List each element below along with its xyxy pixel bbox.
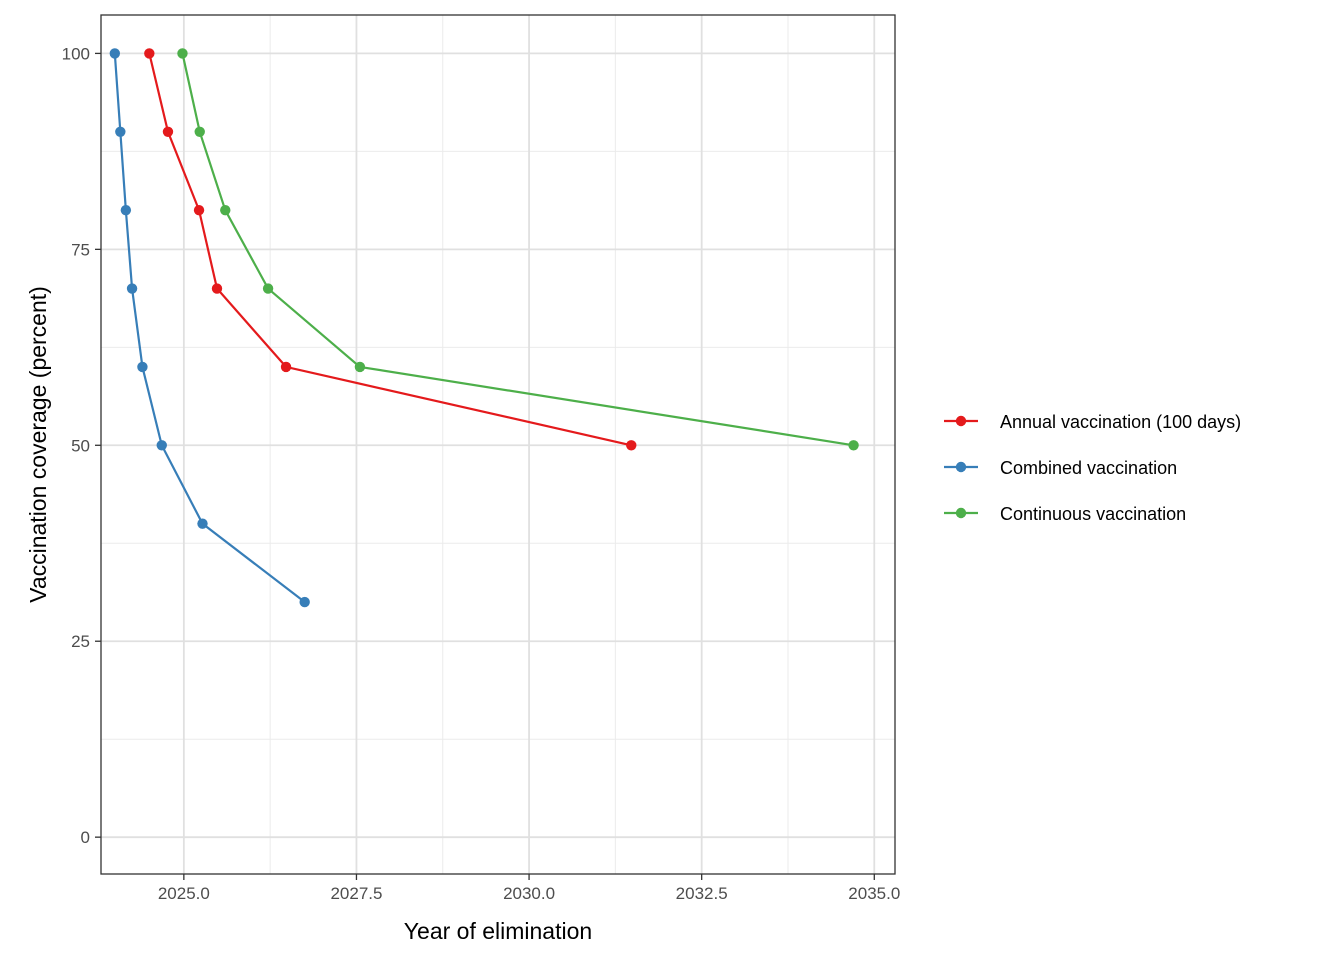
data-point [193,204,205,216]
data-point [220,204,231,216]
series [109,48,310,608]
data-point [354,361,366,373]
x-tick-label: 2027.5 [330,884,382,903]
series-line [113,53,306,603]
legend-key-point [955,461,967,473]
legend-item: Annual vaccination (100 days) [944,412,1241,432]
x-axis-title: Year of elimination [404,918,592,944]
grid [101,15,895,874]
data-point [115,126,126,137]
x-tick-label: 2035.0 [848,884,900,903]
legend-label: Annual vaccination (100 days) [1000,412,1241,432]
legend-key-point [955,415,967,427]
x-tick-label: 2025.0 [158,884,210,903]
y-tick-label: 50 [71,436,90,455]
data-point [262,283,274,294]
y-tick-label: 25 [71,632,90,651]
data-point [177,48,188,59]
data-point [109,48,121,59]
series-line [181,53,854,447]
data-point [126,283,138,294]
x-tick-label: 2030.0 [503,884,555,903]
data-point [299,596,310,608]
data-point [280,361,292,373]
plot-panel-border [100,14,896,875]
data-point [197,518,208,529]
data-point [626,440,637,451]
legend-item: Combined vaccination [944,458,1177,478]
data-point [162,126,174,137]
data-point [194,126,205,137]
y-tick-label: 100 [62,44,90,63]
legend-item: Continuous vaccination [944,504,1186,524]
x-tick-label: 2032.5 [676,884,728,903]
data-point [156,440,167,451]
y-tick-label: 0 [81,828,90,847]
legend: Annual vaccination (100 days) Combined va… [944,412,1241,524]
y-tick-label: 75 [71,240,90,259]
data-point [120,204,132,216]
series-layer [109,48,859,608]
series-line [148,53,632,447]
legend-label: Combined vaccination [1000,458,1177,478]
y-axis-title: Vaccination coverage (percent) [25,286,51,603]
data-point [137,361,148,373]
series [177,48,859,451]
axes: 2025.0 2027.5 2030.0 2032.5 2035.0 0 25 50 75 100 [62,44,901,903]
data-point [144,48,155,59]
series [144,48,637,451]
data-point [211,283,223,294]
data-point [848,440,859,451]
legend-label: Continuous vaccination [1000,504,1186,524]
legend-key-point [955,507,967,519]
